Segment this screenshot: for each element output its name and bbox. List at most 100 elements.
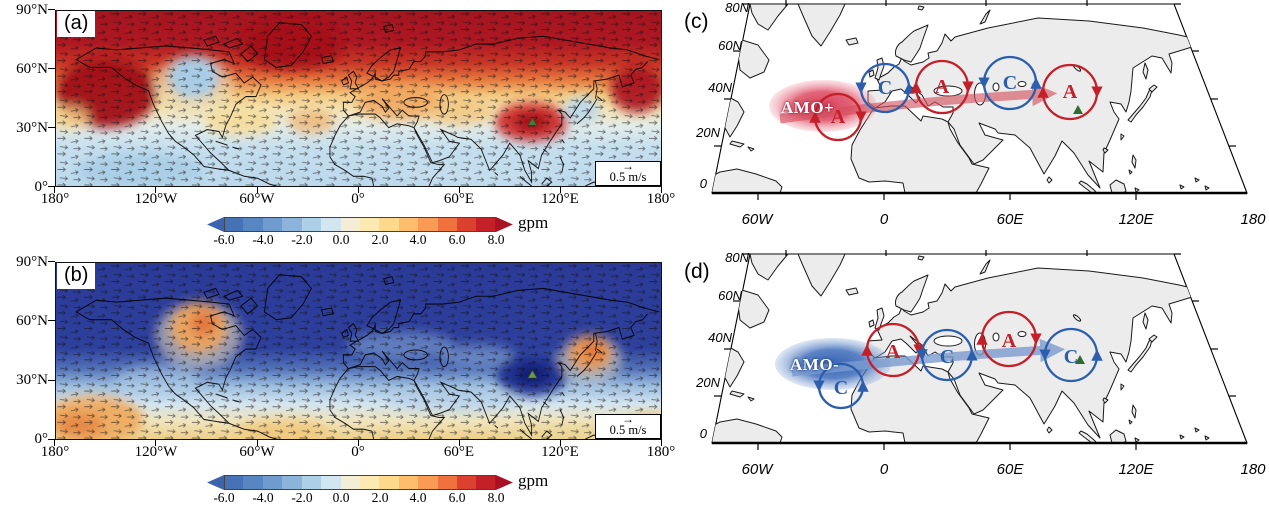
y-tick-label: 80N: [725, 250, 749, 265]
cell-letter: A: [1001, 330, 1017, 352]
x-tick-label: 180°: [646, 191, 676, 207]
tick-mark: [661, 187, 663, 193]
colorbar-segment: [418, 475, 438, 490]
y-tick-label: 90°N: [16, 2, 48, 18]
y-tick-label: 60N: [718, 38, 742, 53]
x-tick-label: 0°: [351, 444, 365, 460]
tick-mark: [48, 439, 55, 441]
colorbar-segment: [321, 217, 341, 232]
tick-mark: [48, 380, 55, 382]
colorbar-segment: [457, 217, 477, 232]
colorbar-segment: [379, 217, 399, 232]
colorbar-tick-label: 2.0: [371, 232, 389, 247]
cell-letter: A: [885, 341, 901, 363]
tick-mark: [257, 187, 259, 193]
colorbar-segment: [359, 475, 380, 490]
x-tick-label: 60°W: [239, 444, 275, 460]
y-tick-label: 0: [699, 426, 707, 441]
colorbar-tick-label: 2.0: [371, 490, 389, 505]
cyclone-circle: [855, 62, 915, 114]
y-tick-label: 60°N: [16, 313, 48, 329]
panel-d-canvas: [711, 250, 1248, 451]
panel-c-label: (c): [684, 10, 709, 33]
tick-mark: [54, 187, 56, 193]
cell-letter: C: [939, 346, 955, 368]
colorbar-segment: [437, 475, 458, 490]
x-tick-label: 0°: [351, 191, 365, 207]
colorbar-tick-label: -6.0: [213, 232, 235, 247]
colorbar-segment: [301, 475, 322, 490]
colorbar-segment: [224, 217, 244, 232]
tick-mark: [257, 440, 259, 446]
x-tick-label: 120E: [1118, 461, 1154, 478]
colorbar-a: -6.0 -4.0 -2.0 0.0 2.0 4.0 6.0 8.0 gpm: [207, 213, 548, 247]
colorbar-segment: [282, 475, 302, 490]
cell-letter: A: [830, 106, 846, 128]
tick-mark: [459, 187, 461, 193]
y-tick-label: 40N: [708, 80, 732, 95]
y-tick-label: 40N: [708, 330, 732, 345]
colorbar-segment: [340, 217, 360, 232]
panel-a-wind-vectors: [56, 11, 661, 186]
colorbar-segment: [321, 475, 341, 490]
colorbar-segment: [262, 475, 283, 490]
tick-mark: [155, 187, 157, 193]
panel-b-wind-vectors: [56, 263, 661, 439]
colorbar-segment: [207, 217, 224, 232]
anticyclone-circle: [1037, 63, 1103, 121]
x-tick-label: 120°W: [134, 191, 178, 207]
reference-vector-arrow-icon: →: [622, 412, 634, 426]
panel-d-label: (d): [684, 260, 710, 283]
x-tick-label: 120°E: [541, 444, 579, 460]
colorbar-segment: [282, 217, 302, 232]
x-tick-label: 60E: [996, 461, 1024, 478]
colorbar-segment: [379, 475, 399, 490]
colorbar-segment: [437, 217, 458, 232]
colorbar-segment: [495, 217, 513, 232]
tick-mark: [459, 440, 461, 446]
anticyclone-circle: [976, 310, 1042, 368]
tick-mark: [358, 187, 360, 193]
colorbar-segment: [457, 475, 477, 490]
colorbar-b: -6.0 -4.0 -2.0 0.0 2.0 4.0 6.0 8.0 gpm: [207, 471, 548, 505]
colorbar-tick-label: 4.0: [409, 232, 427, 247]
x-tick-label: 60°E: [443, 444, 475, 460]
colorbar-segment: [476, 217, 496, 232]
x-tick-label: 0: [879, 211, 889, 228]
colorbar-tick-label: 6.0: [448, 232, 466, 247]
panel-c-canvas: [711, 0, 1248, 201]
colorbar-segment: [359, 217, 380, 232]
colorbar-tick-label: -4.0: [252, 232, 274, 247]
cell-letter: C: [1002, 72, 1018, 94]
tick-mark: [54, 440, 56, 446]
colorbar-tick-label: -4.0: [252, 490, 274, 505]
panel-b-label: (b): [57, 263, 96, 289]
colorbar-tick-label: -2.0: [291, 232, 313, 247]
y-tick-label: 0°: [34, 431, 49, 447]
panel-b-site-marker-triangle-icon: [527, 370, 538, 379]
tick-mark: [48, 186, 55, 188]
x-tick-label: 180: [1240, 211, 1266, 228]
colorbar-segment: [340, 475, 360, 490]
y-tick-label: 30°N: [16, 372, 48, 388]
colorbar-tick-label: 8.0: [487, 232, 505, 247]
colorbar-segment: [301, 217, 322, 232]
colorbar-tick-label: 4.0: [409, 490, 427, 505]
colorbar-unit-label: gpm: [518, 471, 549, 490]
tick-mark: [48, 320, 55, 322]
amo-minus-label: AMO-: [790, 355, 840, 374]
cell-letter: A: [1062, 81, 1078, 103]
colorbar-segment: [262, 217, 283, 232]
x-tick-label: 120°E: [541, 191, 579, 207]
panel-a-map: [55, 10, 662, 187]
colorbar-segment: [398, 475, 419, 490]
cell-letter: C: [1063, 346, 1079, 368]
panel-a-site-marker-triangle-icon: [527, 117, 538, 126]
colorbar-segment: [243, 475, 263, 490]
y-tick-label: 0°: [34, 179, 49, 195]
cell-letter: A: [934, 76, 950, 98]
panel-label-text: (a): [64, 12, 89, 34]
colorbar-tick-label: 6.0: [448, 490, 466, 505]
panel-c-circulation-circles: [809, 55, 1103, 142]
x-tick-label: 60°E: [443, 191, 475, 207]
